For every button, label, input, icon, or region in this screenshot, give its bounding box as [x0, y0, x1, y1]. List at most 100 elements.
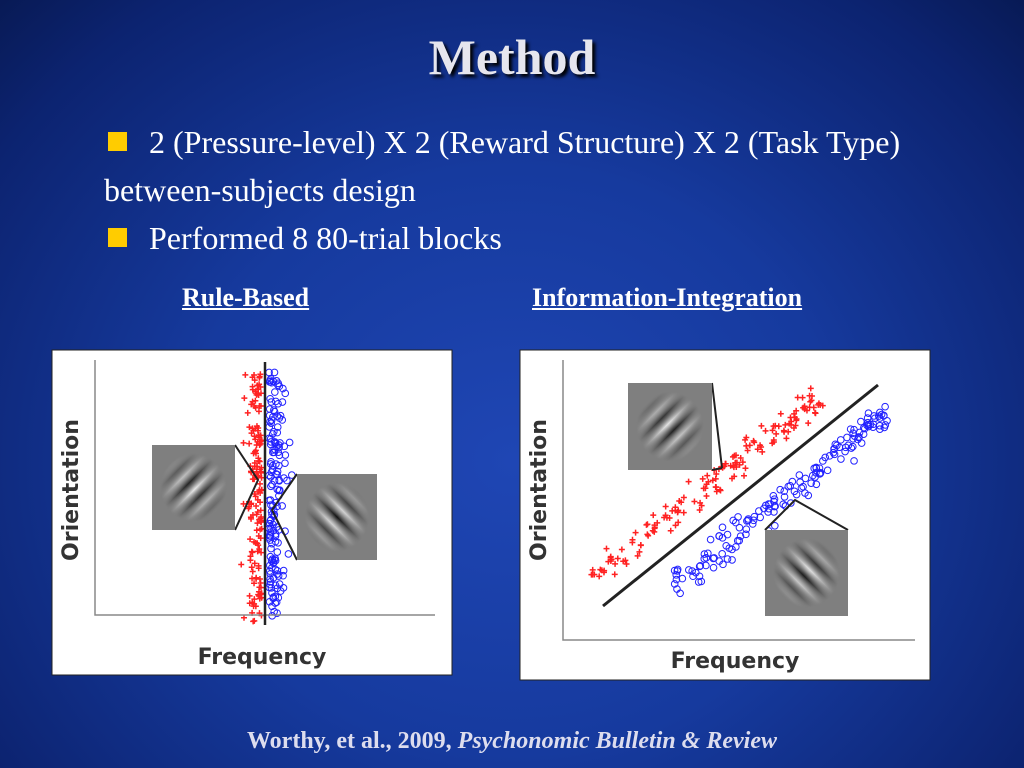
scatter-point [614, 555, 621, 562]
scatter-point [777, 410, 784, 417]
scatter-point [271, 388, 279, 396]
scatter-point [591, 571, 598, 578]
scatter-point [256, 373, 263, 380]
scatter-point [249, 549, 256, 556]
scatter-point [252, 397, 259, 404]
scatter-point [662, 503, 669, 510]
scatter-point [598, 567, 605, 574]
scatter-point [267, 438, 275, 446]
scatter-point [756, 513, 764, 522]
scatter-point [255, 408, 262, 415]
scatter-point [808, 471, 817, 480]
scatter-point [731, 452, 738, 459]
scatter-point [256, 575, 263, 582]
scatter-point [723, 555, 732, 563]
bullet: 2 (Pressure-level) X 2 (Reward Structure… [104, 118, 964, 214]
scatter-point [758, 422, 765, 429]
scatter-point [805, 420, 812, 427]
scatter-point [680, 509, 687, 516]
scatter-point [735, 523, 744, 532]
scatter-point [692, 568, 700, 577]
scatter-point [258, 518, 265, 525]
scatter-point [271, 439, 279, 448]
scatter-point [728, 556, 736, 564]
scatter-point [634, 552, 641, 559]
scatter-point [775, 423, 782, 430]
connector [270, 473, 298, 561]
scatter-point [256, 458, 263, 465]
axes [94, 360, 915, 641]
scatter-point [770, 502, 779, 511]
scatter-point [764, 508, 772, 516]
scatter-point [810, 464, 818, 473]
y-axis-label: Orientation [527, 419, 552, 561]
scatter-point [741, 472, 748, 479]
scatter-point [780, 427, 787, 434]
scatter-point [269, 377, 278, 386]
scatter-point [255, 542, 262, 549]
scatter-point [271, 565, 280, 574]
scatter-point [281, 459, 289, 467]
scatter-point [706, 535, 715, 544]
scatter-point [266, 528, 275, 536]
scatter-point [618, 546, 625, 553]
scatter-point [257, 526, 264, 533]
scatter-point [267, 416, 276, 424]
scatter-point [673, 585, 681, 593]
scatter-point [273, 467, 282, 476]
scatter-point [863, 414, 872, 422]
scatter-point [268, 480, 276, 489]
scatter-point [252, 436, 259, 443]
scatter-point [256, 466, 263, 473]
category-boundary [602, 383, 879, 608]
scatter-point [650, 512, 657, 519]
scatter-point [267, 398, 276, 406]
scatter-point [253, 574, 260, 581]
scatter-point [267, 457, 275, 466]
scatter-point [623, 561, 630, 568]
scatter-point [266, 580, 274, 589]
scatter-point [709, 563, 718, 572]
scatter-point [776, 485, 784, 494]
bullet-text: 2 (Pressure-level) X 2 (Reward Structure… [104, 124, 901, 208]
panel-heading: Information-Integration [532, 283, 803, 312]
scatter-point [268, 612, 276, 620]
x-axis-label: Frequency [198, 645, 327, 670]
scatter-point [278, 502, 286, 510]
scatter-point [795, 471, 804, 479]
scatter-point [258, 390, 265, 397]
scatter-point [757, 442, 764, 449]
scatter-point [247, 553, 254, 560]
scatter-point [717, 487, 724, 494]
scatter-point [283, 476, 291, 485]
gabor-stripes [765, 530, 848, 616]
scatter-point [637, 541, 644, 548]
scatter-point [257, 499, 264, 506]
scatter-point [718, 523, 727, 532]
scatter-point [703, 493, 710, 500]
scatter-point [632, 529, 639, 536]
scatter-point [742, 525, 751, 534]
scatter-point [807, 385, 814, 392]
scatter-point [770, 495, 779, 503]
gabor-stripes [152, 445, 235, 530]
scatter-point [257, 490, 264, 497]
scatter-point [825, 452, 834, 460]
scatter-point [253, 463, 260, 470]
scatter-point [841, 447, 849, 456]
scatter-point [250, 603, 257, 610]
scatter-point [806, 392, 813, 399]
scatter-point [881, 421, 890, 429]
bullet-marker [108, 228, 127, 247]
scatter-point [251, 403, 258, 410]
scatter-point [678, 499, 685, 506]
scatter-point [688, 567, 696, 575]
scatter-point [257, 507, 264, 514]
scatter-point [855, 433, 863, 442]
scatter-point [743, 434, 750, 441]
scatter-point [704, 549, 712, 558]
scatter-point [700, 550, 709, 558]
scatter-point [861, 424, 869, 433]
